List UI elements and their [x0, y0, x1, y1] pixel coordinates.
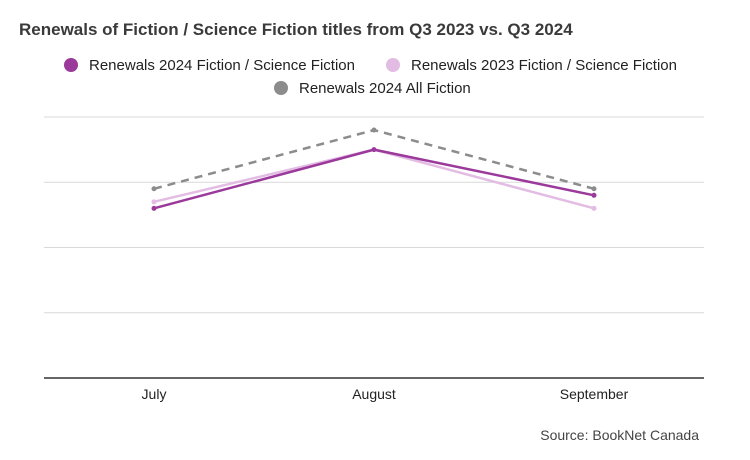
x-tick-label: July — [142, 386, 167, 402]
data-point — [151, 205, 157, 211]
data-point — [371, 147, 377, 153]
x-tick-label: September — [560, 386, 629, 402]
legend-item: Renewals 2024 All Fiction — [274, 80, 471, 97]
series-3 — [151, 127, 597, 192]
chart-title: Renewals of Fiction / Science Fiction ti… — [19, 20, 573, 39]
legend-marker — [386, 58, 400, 72]
series-2 — [151, 147, 597, 211]
legend: Renewals 2024 Fiction / Science Fiction R… — [64, 57, 677, 97]
data-point — [151, 199, 157, 205]
data-point — [371, 127, 377, 133]
series-line — [153, 148, 595, 210]
legend-label: Renewals 2023 Fiction / Science Fiction — [411, 57, 677, 74]
x-tick-label: August — [352, 386, 396, 402]
series-layer — [151, 127, 597, 211]
series-line — [153, 148, 595, 210]
series-1 — [151, 147, 597, 211]
data-point — [591, 192, 597, 198]
x-axis-ticks: July August September — [142, 386, 629, 402]
data-point — [151, 186, 157, 192]
data-point — [591, 186, 597, 192]
gridlines — [44, 116, 704, 379]
legend-item: Renewals 2023 Fiction / Science Fiction — [386, 57, 677, 74]
legend-item: Renewals 2024 Fiction / Science Fiction — [64, 57, 355, 74]
legend-marker — [274, 81, 288, 95]
source-label: Source: BookNet Canada — [540, 427, 699, 443]
legend-marker — [64, 58, 78, 72]
legend-label: Renewals 2024 All Fiction — [299, 80, 471, 97]
legend-label: Renewals 2024 Fiction / Science Fiction — [89, 57, 355, 74]
series-line — [153, 128, 595, 190]
data-point — [591, 205, 597, 211]
